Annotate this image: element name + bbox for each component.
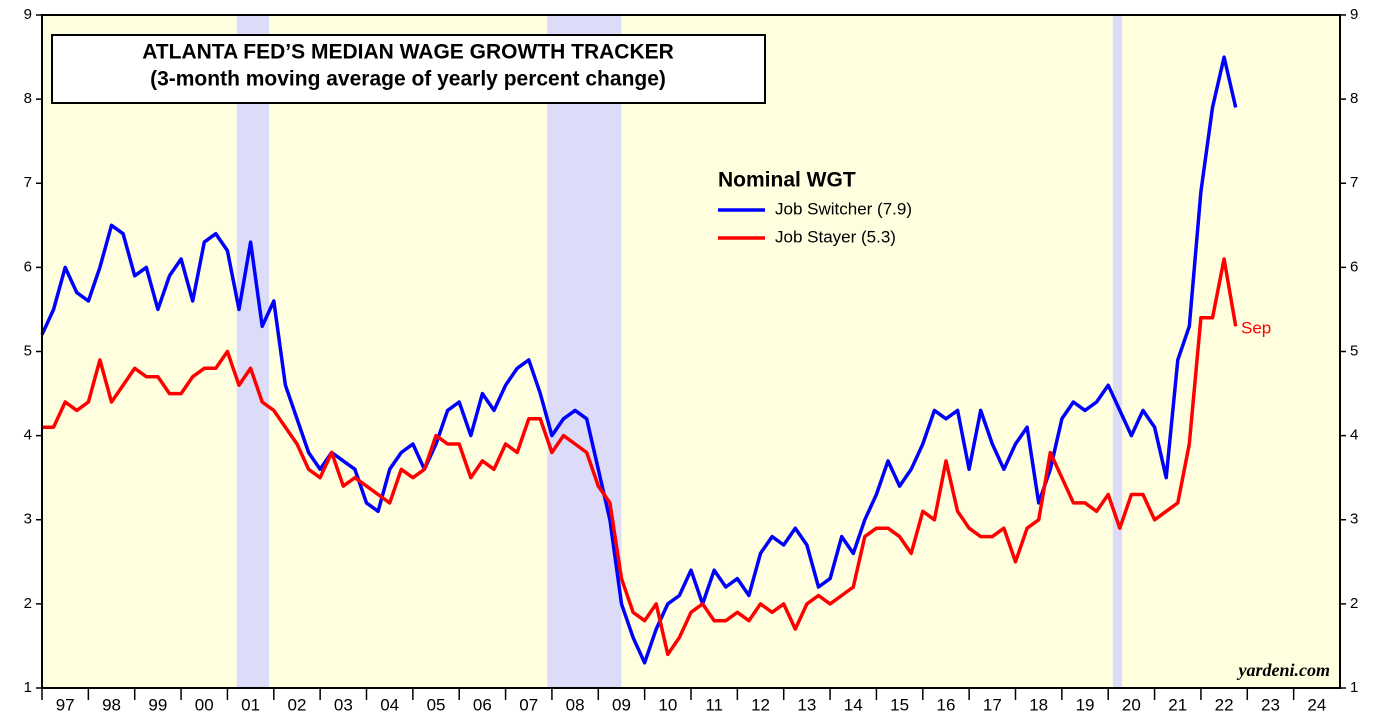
chart-subtitle: (3-month moving average of yearly percen… xyxy=(150,68,666,91)
plot-background xyxy=(42,15,1340,688)
y-tick-label: 6 xyxy=(24,258,32,275)
recession-band xyxy=(236,15,270,688)
y-tick-label: 5 xyxy=(24,342,32,359)
title-box xyxy=(51,34,766,104)
x-tick-label: 13 xyxy=(797,695,816,714)
x-tick-label: 04 xyxy=(380,695,399,714)
y2-tick-label: 4 xyxy=(1350,427,1358,444)
x-tick-label: 19 xyxy=(1076,695,1095,714)
y2-tick-label: 7 xyxy=(1350,174,1358,191)
x-tick-label: 02 xyxy=(288,695,307,714)
y2-tick-label: 1 xyxy=(1350,679,1358,696)
x-tick-label: 05 xyxy=(427,695,446,714)
y2-tick-label: 6 xyxy=(1350,258,1358,275)
x-tick-label: 09 xyxy=(612,695,631,714)
x-tick-label: 08 xyxy=(566,695,585,714)
y-tick-label: 2 xyxy=(24,595,32,612)
x-tick-label: 10 xyxy=(658,695,677,714)
source: yardeni.com xyxy=(1237,660,1331,680)
chart-title: ATLANTA FED’S MEDIAN WAGE GROWTH TRACKER xyxy=(142,41,674,64)
x-tick-label: 98 xyxy=(102,695,121,714)
x-tick-label: 17 xyxy=(983,695,1002,714)
legend-label: Job Switcher (7.9) xyxy=(775,199,912,218)
legend-title: Nominal WGT xyxy=(718,169,856,192)
y-tick-label: 7 xyxy=(24,174,32,191)
y2-tick-label: 9 xyxy=(1350,6,1358,23)
y2-tick-label: 3 xyxy=(1350,511,1358,528)
y2-tick-label: 2 xyxy=(1350,595,1358,612)
x-tick-label: 11 xyxy=(705,695,723,714)
x-tick-label: 97 xyxy=(56,695,75,714)
x-tick-label: 18 xyxy=(1029,695,1048,714)
x-tick-label: 16 xyxy=(937,695,956,714)
x-tick-label: 23 xyxy=(1261,695,1280,714)
y-tick-label: 9 xyxy=(24,6,32,23)
x-tick-label: 01 xyxy=(241,695,260,714)
y2-tick-label: 8 xyxy=(1350,90,1358,107)
x-tick-label: 24 xyxy=(1307,695,1326,714)
series-line xyxy=(40,55,1238,665)
legend-label: Job Stayer (5.3) xyxy=(775,227,896,246)
x-tick-label: 22 xyxy=(1215,695,1234,714)
y-tick-label: 1 xyxy=(24,679,32,696)
x-tick-label: 99 xyxy=(148,695,167,714)
y2-tick-label: 5 xyxy=(1350,342,1358,359)
y-tick-label: 4 xyxy=(24,427,32,444)
x-tick-label: 20 xyxy=(1122,695,1141,714)
annotation: Sep xyxy=(1241,318,1271,337)
axes-layer: 1 12 23 34 45 56 67 78 89 997 98 99 00 01 02 03 04 05 06 07… xyxy=(24,6,1359,715)
series-line xyxy=(42,257,1238,657)
series-layer xyxy=(40,55,1238,665)
x-tick-label: 06 xyxy=(473,695,492,714)
y-tick-label: 8 xyxy=(24,90,32,107)
recession-band xyxy=(1112,15,1123,688)
recession-band xyxy=(547,15,622,688)
x-tick-label: 12 xyxy=(751,695,770,714)
x-tick-label: 03 xyxy=(334,695,353,714)
x-tick-label: 14 xyxy=(844,695,863,714)
x-tick-label: 15 xyxy=(890,695,909,714)
x-tick-label: 07 xyxy=(519,695,538,714)
x-tick-label: 00 xyxy=(195,695,214,714)
y-tick-label: 3 xyxy=(24,511,32,528)
x-tick-label: 21 xyxy=(1168,695,1187,714)
